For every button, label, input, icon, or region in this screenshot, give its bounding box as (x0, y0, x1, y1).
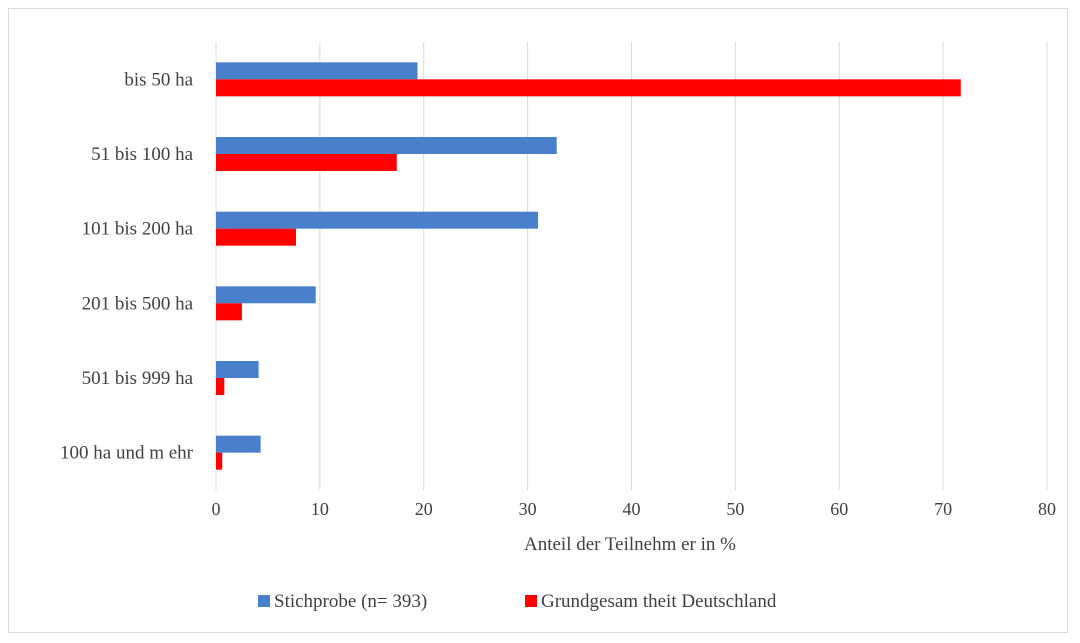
category-label: bis 50 ha (124, 69, 193, 90)
x-tick-labels: 0 10 20 30 40 50 60 70 80 (212, 499, 1057, 519)
bar-stichprobe-3 (216, 286, 316, 304)
legend: Stichprobe (n= 393) Grundgesam theit Deut… (258, 591, 777, 612)
bar-stichprobe-0 (216, 62, 418, 80)
x-tick-label: 30 (519, 499, 537, 519)
category-label: 201 bis 500 ha (82, 293, 194, 314)
legend-label: Stichprobe (n= 393) (274, 591, 427, 612)
bar-grundgesamtheit-1 (216, 154, 397, 171)
bar-stichprobe-4 (216, 361, 259, 378)
x-tick-label: 50 (726, 499, 744, 519)
legend-swatch (525, 595, 537, 607)
category-label: 101 bis 200 ha (82, 219, 194, 240)
bar-grundgesamtheit-4 (216, 378, 225, 395)
bar-grundgesamtheit-5 (216, 452, 223, 470)
gridlines (215, 42, 1048, 490)
category-label: 501 bis 999 ha (82, 368, 194, 389)
bar-grundgesamtheit-2 (216, 228, 296, 246)
x-tick-label: 10 (311, 499, 329, 519)
x-tick-label: 80 (1038, 499, 1056, 519)
bar-stichprobe-5 (216, 435, 261, 453)
x-tick-label: 60 (830, 499, 848, 519)
legend-label: Grundgesam theit Deutschland (541, 591, 777, 612)
bars (216, 62, 961, 470)
chart-frame (8, 8, 1068, 633)
bar-grundgesamtheit-3 (216, 303, 242, 321)
x-tick-label: 70 (934, 499, 952, 519)
x-tick-label: 0 (212, 499, 221, 519)
bar-grundgesamtheit-0 (216, 79, 961, 97)
bar-stichprobe-2 (216, 211, 539, 229)
category-label: 51 bis 100 ha (91, 144, 193, 165)
legend-swatch (258, 595, 270, 607)
x-tick-label: 40 (623, 499, 641, 519)
x-tick-label: 20 (415, 499, 433, 519)
category-label: 100 ha und m ehr (60, 443, 194, 464)
bar-stichprobe-1 (216, 137, 557, 154)
x-axis-title: Anteil der Teilnehm er in % (524, 534, 736, 555)
category-labels: bis 50 ha 51 bis 100 ha 101 bis 200 ha 201 … (60, 69, 194, 463)
